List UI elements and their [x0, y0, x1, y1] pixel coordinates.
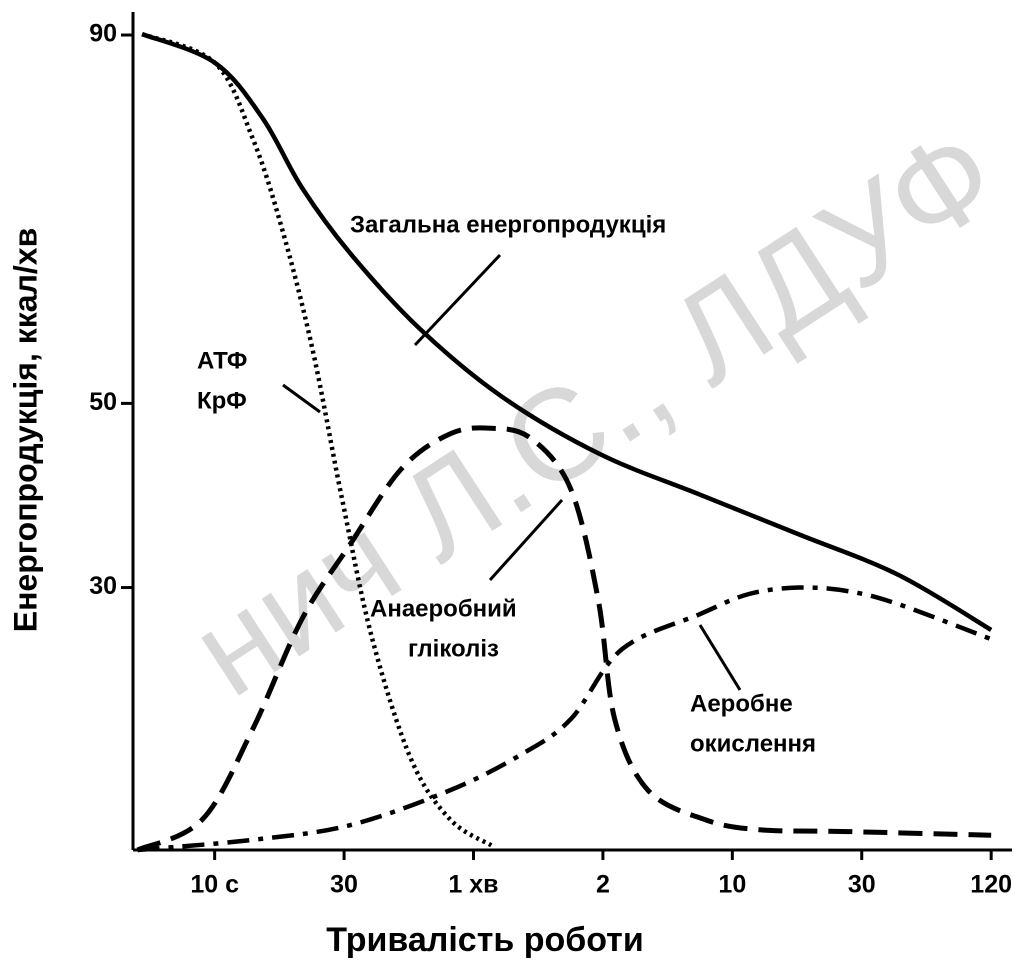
- series-line: [141, 31, 493, 848]
- series-line: [141, 31, 993, 632]
- annotation: КрФ: [197, 387, 247, 414]
- x-tick-label: 10 с: [190, 871, 239, 899]
- annotation: Загальна енергопродукція: [350, 211, 666, 238]
- x-tick-label: 1 хв: [448, 871, 498, 899]
- leader-line: [698, 624, 742, 691]
- x-tick-label: 30: [848, 871, 876, 899]
- y-tick-label: 30: [89, 572, 117, 600]
- series-line: [136, 425, 992, 853]
- x-axis-title: Тривалість роботи: [326, 921, 643, 959]
- annotations: [282, 253, 742, 691]
- annotation: АТФ: [197, 347, 247, 374]
- x-tick-label: 120: [970, 871, 1012, 899]
- leader-line: [488, 498, 564, 582]
- series-line: [137, 585, 992, 853]
- y-tick-label: 90: [89, 20, 117, 48]
- y-tick-label: 50: [89, 388, 117, 416]
- x-tick-label: 30: [330, 871, 358, 899]
- leader-line: [413, 253, 502, 347]
- annotation: Аеробне: [690, 690, 793, 717]
- annotation: гліколіз: [408, 635, 499, 662]
- annotation: Анаеробний: [370, 595, 517, 622]
- x-tick-label: 10: [718, 871, 746, 899]
- y-axis-title: Енергопродукція, ккал/хв: [7, 228, 43, 633]
- x-tick-label: 2: [596, 871, 610, 899]
- leader-line: [282, 383, 321, 414]
- annotation: окислення: [690, 730, 816, 757]
